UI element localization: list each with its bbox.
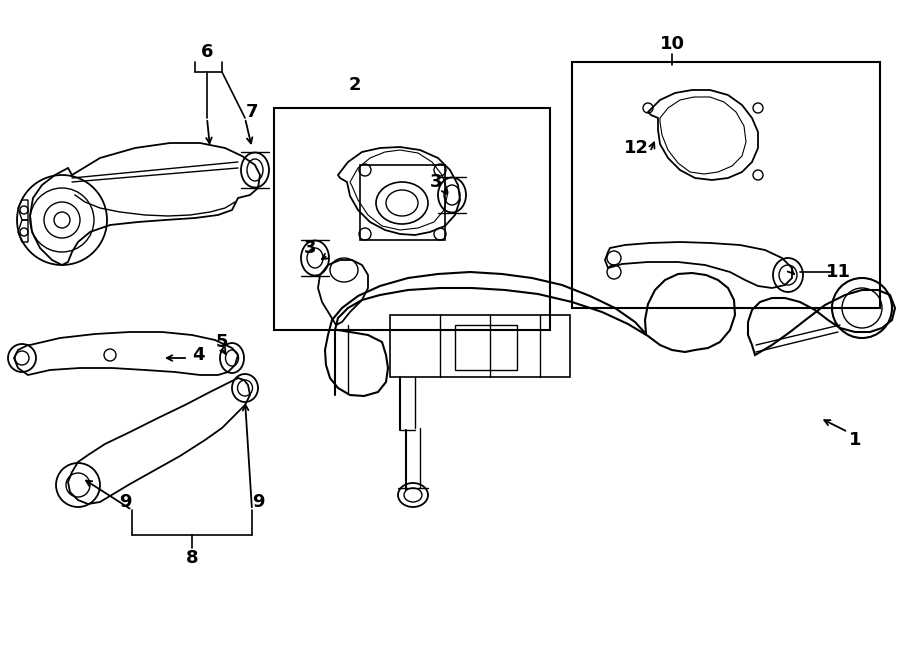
Bar [360, 165, 445, 240]
Text: 4: 4 [192, 346, 204, 364]
Text: 1: 1 [849, 431, 861, 449]
Text: 8: 8 [185, 549, 198, 567]
Bar [274, 108, 550, 330]
Bar [390, 315, 570, 377]
Text: 3: 3 [430, 173, 442, 191]
Text: 10: 10 [660, 35, 685, 53]
Text: 3: 3 [304, 239, 316, 257]
Text: 9: 9 [252, 493, 265, 511]
Text: 12: 12 [624, 139, 649, 157]
Text: 11: 11 [825, 263, 850, 281]
Text: 6: 6 [201, 43, 213, 61]
Text: 9: 9 [119, 493, 131, 511]
Bar [572, 62, 880, 308]
Text: 5: 5 [216, 333, 229, 351]
Text: 7: 7 [246, 103, 258, 121]
Bar [455, 325, 517, 370]
Text: 2: 2 [349, 76, 361, 94]
